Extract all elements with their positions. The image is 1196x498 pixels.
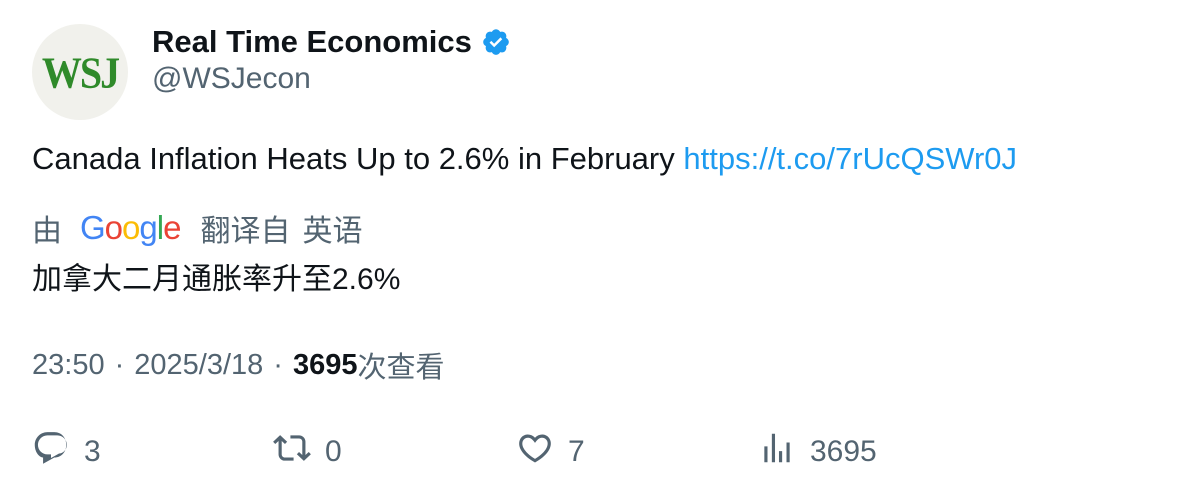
translated-from-label: 翻译自	[200, 215, 291, 248]
google-logo-letter: o	[122, 209, 140, 246]
tweet-meta: 23:50 · 2025/3/18 · 3695 次查看	[32, 344, 444, 386]
author-display-name[interactable]: Real Time Economics	[152, 24, 472, 59]
source-language[interactable]: 英语	[302, 215, 363, 248]
google-logo-letter: g	[139, 209, 157, 246]
reply-count: 3	[84, 435, 101, 468]
tweet-text-body: Canada Inflation Heats Up to 2.6% in Feb…	[32, 141, 675, 176]
retweet-count: 0	[325, 435, 342, 468]
action-bar: 3 0 7 3695	[0, 428, 1196, 476]
translated-by-label: 由	[32, 215, 62, 248]
avatar[interactable]: WSJ	[32, 24, 128, 120]
analytics-icon	[758, 429, 796, 475]
author-handle[interactable]: @WSJecon	[152, 62, 311, 95]
views-action-count: 3695	[810, 435, 877, 468]
google-logo-letter: o	[104, 209, 123, 246]
tweet-date[interactable]: 2025/3/18	[134, 348, 264, 381]
google-logo-letter: l	[156, 209, 164, 246]
avatar-logo-text: WSJ	[41, 47, 120, 97]
reply-button[interactable]: 3	[32, 428, 101, 476]
meta-separator: ·	[273, 348, 283, 381]
views-label: 次查看	[357, 352, 445, 384]
heart-icon	[516, 429, 554, 475]
translation-attribution: 由 Google 翻译自 英语	[32, 206, 362, 250]
retweet-icon	[273, 429, 311, 475]
reply-icon	[32, 429, 70, 475]
tweet-link[interactable]: https://t.co/7rUcQSWr0J	[683, 141, 1018, 176]
author-name-row: Real Time Economics	[152, 22, 511, 62]
views-count: 3695	[292, 348, 358, 381]
translated-text: 加拿大二月通胀率升至2.6%	[32, 263, 401, 296]
tweet-time[interactable]: 23:50	[32, 348, 105, 381]
verified-badge-icon[interactable]	[481, 27, 511, 57]
tweet-text: Canada Inflation Heats Up to 2.6% in Feb…	[32, 141, 1017, 177]
views-button[interactable]: 3695	[758, 428, 877, 476]
like-button[interactable]: 7	[516, 428, 585, 476]
meta-separator: ·	[114, 348, 125, 381]
retweet-button[interactable]: 0	[273, 428, 342, 476]
like-count: 7	[568, 435, 585, 468]
google-logo-letter: G	[80, 209, 106, 246]
google-logo[interactable]: Google	[80, 209, 181, 247]
google-logo-letter: e	[163, 209, 181, 246]
